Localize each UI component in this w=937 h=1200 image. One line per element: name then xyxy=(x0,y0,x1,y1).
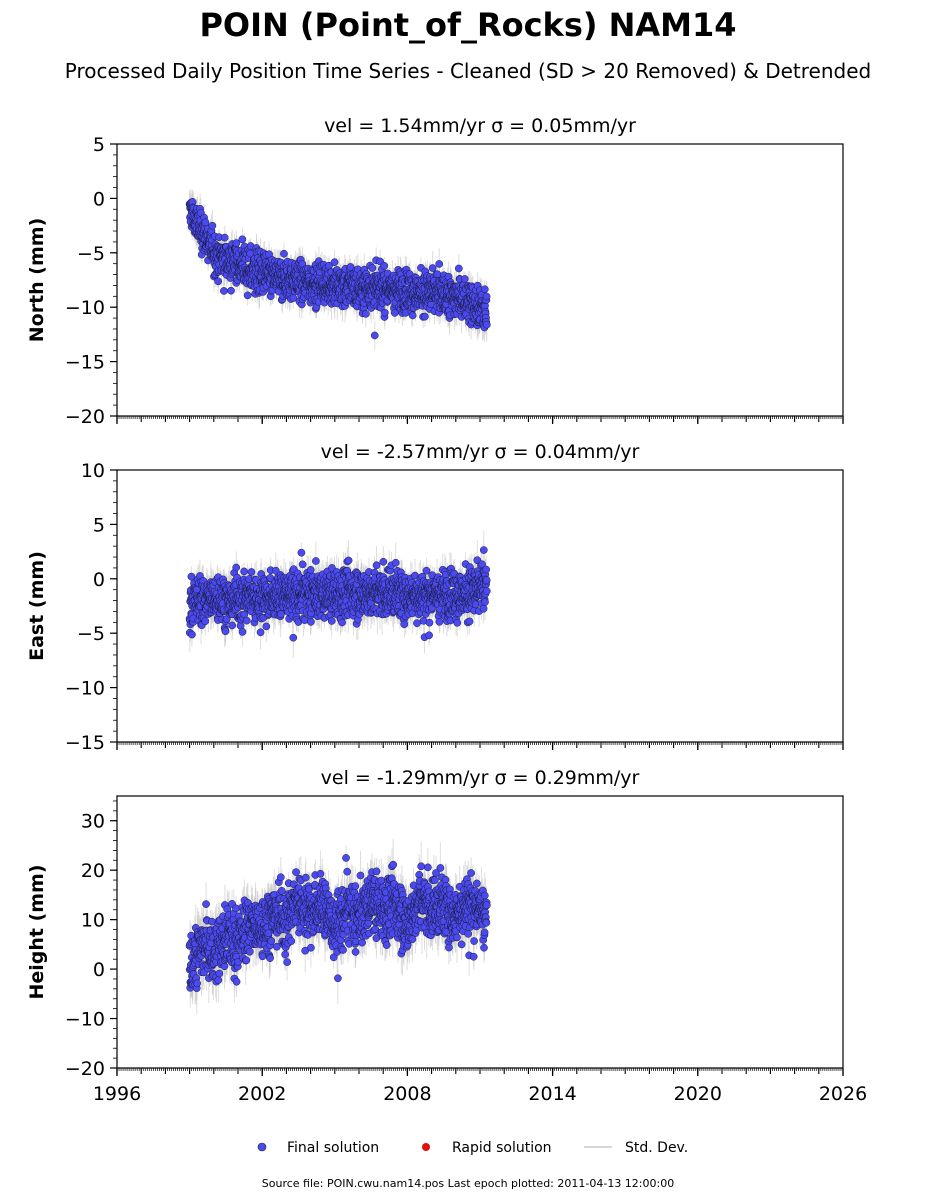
chart-subtitle: Processed Daily Position Time Series - C… xyxy=(65,59,871,83)
data-point xyxy=(346,263,355,271)
data-point xyxy=(454,264,463,273)
data-point xyxy=(390,309,399,317)
data-point xyxy=(482,292,491,301)
data-point xyxy=(460,275,469,283)
data-point xyxy=(220,233,229,242)
panel-title: vel = -2.57mm/yr σ = 0.04mm/yr xyxy=(321,441,640,463)
data-point xyxy=(421,312,429,321)
data-point xyxy=(220,287,228,295)
data-points xyxy=(185,546,491,642)
data-point xyxy=(380,261,389,270)
data-point xyxy=(208,221,217,230)
data-point xyxy=(330,258,339,267)
data-point xyxy=(368,264,377,272)
data-point xyxy=(243,291,252,300)
y-tick-label: −15 xyxy=(65,352,105,374)
data-point xyxy=(480,285,489,294)
y-axis-label: East (mm) xyxy=(26,551,48,661)
y-tick-label: 5 xyxy=(93,134,105,156)
data-layer xyxy=(185,531,491,658)
data-layer xyxy=(185,188,491,351)
data-point xyxy=(227,286,235,295)
data-point xyxy=(361,310,370,318)
panels: vel = 1.54mm/yr σ = 0.05mm/yr North (mm) 5… xyxy=(26,115,867,1105)
panel-1: vel = 1.54mm/yr σ = 0.05mm/yr North (mm) 5… xyxy=(26,115,844,428)
data-point xyxy=(188,630,196,639)
data-point xyxy=(280,249,288,258)
data-points xyxy=(185,197,491,340)
data-point xyxy=(238,235,247,244)
data-point xyxy=(381,308,389,317)
y-tick-label: −5 xyxy=(77,243,105,265)
panel-title: vel = 1.54mm/yr σ = 0.05mm/yr xyxy=(324,115,636,137)
data-point xyxy=(435,260,444,268)
y-tick-label: −20 xyxy=(65,406,105,428)
data-point xyxy=(214,277,222,286)
data-point xyxy=(482,320,491,329)
data-point xyxy=(370,331,379,340)
data-point xyxy=(232,239,241,247)
data-point xyxy=(428,264,437,272)
data-point xyxy=(187,572,196,581)
chart-title: POIN (Point_of_Rocks) NAM14 xyxy=(199,6,736,44)
y-tick-label: −10 xyxy=(65,297,105,319)
y-tick-label: 0 xyxy=(93,188,105,210)
data-point xyxy=(408,311,417,320)
y-axis-label: North (mm) xyxy=(26,218,48,343)
data-point xyxy=(201,218,210,227)
